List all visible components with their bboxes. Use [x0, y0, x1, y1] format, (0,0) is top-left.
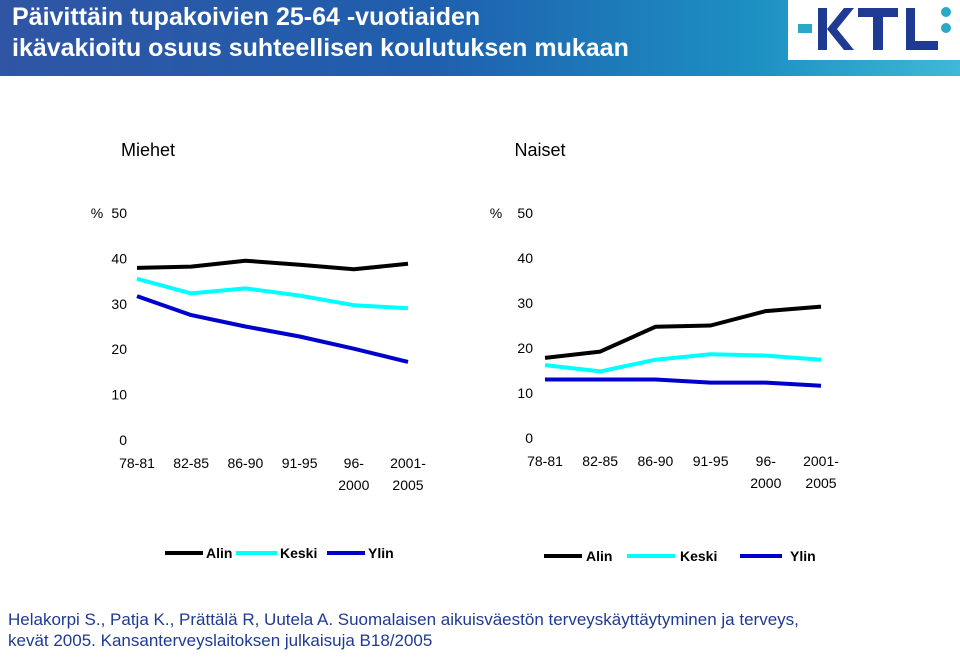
logo-k-stem [818, 8, 827, 50]
legend: Alin Keski Ylin [544, 548, 816, 564]
y-axis-label: % [91, 205, 103, 221]
x-tick-label: 96- [344, 455, 365, 471]
ktl-logo [788, 0, 960, 60]
chart-title: Miehet [121, 140, 175, 160]
x-tick-label: 91-95 [693, 453, 729, 469]
legend-label: Ylin [790, 548, 816, 564]
logo-l-stem [906, 8, 915, 50]
slide-title: Päivittäin tupakoivien 25-64 -vuotiaiden… [12, 2, 772, 64]
x-tick-label: 2001- [390, 455, 426, 471]
logo-dot [941, 7, 951, 17]
citation-line-1: Helakorpi S., Patja K., Prättälä R, Uute… [8, 610, 799, 629]
series-line-keski [136, 276, 409, 311]
title-line-1: Päivittäin tupakoivien 25-64 -vuotiaiden [12, 3, 481, 31]
legend-label: Keski [680, 548, 717, 564]
legend-label: Alin [586, 548, 612, 564]
x-tick-label: 82-85 [173, 455, 209, 471]
logo-dot [941, 23, 951, 33]
x-tick-label: 96- [756, 453, 777, 469]
y-tick-label: 20 [517, 340, 533, 356]
slide-header: Päivittäin tupakoivien 25-64 -vuotiaiden… [0, 0, 960, 76]
y-tick-label: 30 [517, 295, 533, 311]
x-tick-label: 78-81 [527, 453, 563, 469]
legend: Alin Keski Ylin [165, 545, 394, 561]
y-tick-label: 0 [119, 432, 127, 448]
logo-k-arms [827, 8, 854, 50]
y-tick-label: 50 [517, 205, 533, 221]
x-tick-label: 82-85 [582, 453, 618, 469]
chart-naiset: Naiset% 0 10 20 30 40 50 78-81 82-85 86-90 91-95 96… [490, 140, 839, 564]
charts-area: Miehet% 0 10 20 30 40 50 78-81 82-85 86-90 91-95 96… [91, 140, 839, 564]
x-tick-label: 78-81 [119, 455, 155, 471]
logo-l-foot [906, 41, 938, 50]
y-tick-label: 30 [111, 296, 127, 312]
y-tick-label: 10 [111, 387, 127, 403]
y-tick-label: 40 [517, 250, 533, 266]
series-line-alin [136, 258, 409, 272]
chart-miehet: Miehet% 0 10 20 30 40 50 78-81 82-85 86-90 91-95 96… [91, 140, 426, 561]
citation: Helakorpi S., Patja K., Prättälä R, Uute… [8, 609, 958, 651]
y-tick-label: 50 [111, 205, 127, 221]
title-line-2: ikävakioitu osuus suhteellisen koulutuks… [12, 34, 629, 62]
x-tick-label: 86-90 [227, 455, 263, 471]
y-tick-label: 40 [111, 250, 127, 266]
logo-dash [798, 24, 812, 33]
series-line-alin [544, 304, 822, 360]
citation-line-2: kevät 2005. Kansanterveyslaitoksen julka… [8, 631, 433, 650]
chart-title: Naiset [514, 140, 565, 160]
x-tick-label: 91-95 [282, 455, 318, 471]
x-tick-label: 2001- [803, 453, 839, 469]
series-line-ylin [136, 294, 409, 364]
x-tick-label: 2005 [392, 477, 423, 493]
x-tick-label: 86-90 [637, 453, 673, 469]
x-tick-label: 2005 [805, 475, 836, 491]
legend-label: Ylin [368, 545, 394, 561]
legend-label: Alin [206, 545, 232, 561]
series-line-ylin [545, 377, 822, 388]
x-tick-label: 2000 [750, 475, 781, 491]
legend-label: Keski [280, 545, 317, 561]
series-line-keski [544, 352, 822, 374]
y-tick-label: 10 [517, 385, 533, 401]
y-tick-label: 0 [525, 430, 533, 446]
x-tick-label: 2000 [338, 477, 369, 493]
y-tick-label: 20 [111, 341, 127, 357]
logo-t-stem [873, 8, 883, 50]
y-axis-label: % [490, 205, 502, 221]
